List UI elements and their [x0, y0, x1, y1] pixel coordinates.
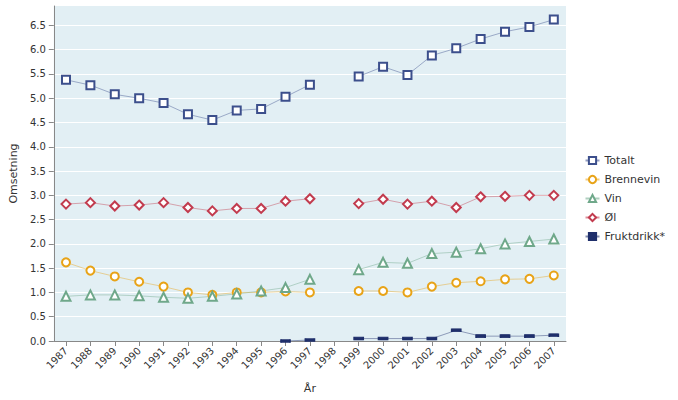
- svg-text:2001: 2001: [386, 345, 412, 371]
- svg-text:Øl: Øl: [604, 211, 616, 224]
- svg-text:0.5: 0.5: [30, 311, 46, 322]
- svg-text:2003: 2003: [434, 345, 460, 371]
- svg-text:1987: 1987: [44, 345, 70, 371]
- svg-text:Totalt: Totalt: [603, 154, 635, 167]
- svg-text:4.5: 4.5: [30, 117, 46, 128]
- svg-text:2004: 2004: [459, 345, 485, 371]
- svg-text:1997: 1997: [288, 345, 314, 371]
- svg-text:0.0: 0.0: [30, 336, 46, 347]
- svg-text:1998: 1998: [312, 345, 338, 371]
- svg-text:Fruktdrikk*: Fruktdrikk*: [604, 230, 665, 243]
- svg-text:Brennevin: Brennevin: [604, 173, 660, 186]
- svg-text:2005: 2005: [483, 345, 509, 371]
- svg-text:3.5: 3.5: [30, 166, 46, 177]
- svg-text:2.0: 2.0: [30, 238, 46, 249]
- svg-text:1.0: 1.0: [30, 287, 46, 298]
- svg-text:2007: 2007: [532, 345, 558, 371]
- svg-text:2006: 2006: [508, 345, 534, 371]
- svg-text:1993: 1993: [190, 345, 216, 371]
- svg-text:1992: 1992: [166, 345, 192, 371]
- svg-text:1999: 1999: [337, 345, 363, 371]
- svg-text:Vin: Vin: [604, 192, 621, 205]
- svg-text:1989: 1989: [93, 345, 119, 371]
- svg-text:2000: 2000: [361, 345, 387, 371]
- svg-text:1990: 1990: [117, 345, 143, 371]
- svg-text:4.0: 4.0: [30, 141, 46, 152]
- svg-text:1995: 1995: [239, 345, 265, 371]
- svg-text:År: År: [304, 382, 317, 395]
- svg-text:1996: 1996: [264, 345, 290, 371]
- svg-text:3.0: 3.0: [30, 190, 46, 201]
- svg-text:5.5: 5.5: [30, 68, 46, 79]
- svg-text:1988: 1988: [69, 345, 95, 371]
- svg-text:5.0: 5.0: [30, 93, 46, 104]
- svg-text:1994: 1994: [215, 345, 241, 371]
- svg-text:1.5: 1.5: [30, 263, 46, 274]
- svg-text:2002: 2002: [410, 345, 436, 371]
- svg-text:Omsetning: Omsetning: [7, 143, 20, 203]
- svg-text:1991: 1991: [142, 345, 168, 371]
- svg-text:2.5: 2.5: [30, 214, 46, 225]
- svg-text:6.5: 6.5: [30, 20, 46, 31]
- svg-text:6.0: 6.0: [30, 44, 46, 55]
